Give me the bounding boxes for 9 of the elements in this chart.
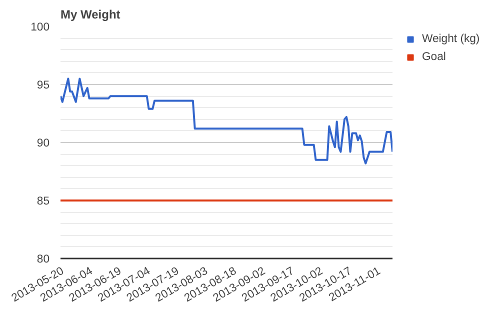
y-tick-label: 95: [36, 80, 50, 92]
y-tick-label: 85: [36, 196, 50, 208]
y-tick-label: 100: [30, 22, 50, 34]
y-tick-label: 80: [36, 254, 50, 266]
line-series: [60, 78, 392, 164]
chart-title: My Weight: [60, 8, 120, 22]
legend-label: Weight (kg): [422, 33, 480, 45]
y-tick-label: 90: [36, 138, 50, 150]
legend-label: Goal: [422, 51, 446, 63]
